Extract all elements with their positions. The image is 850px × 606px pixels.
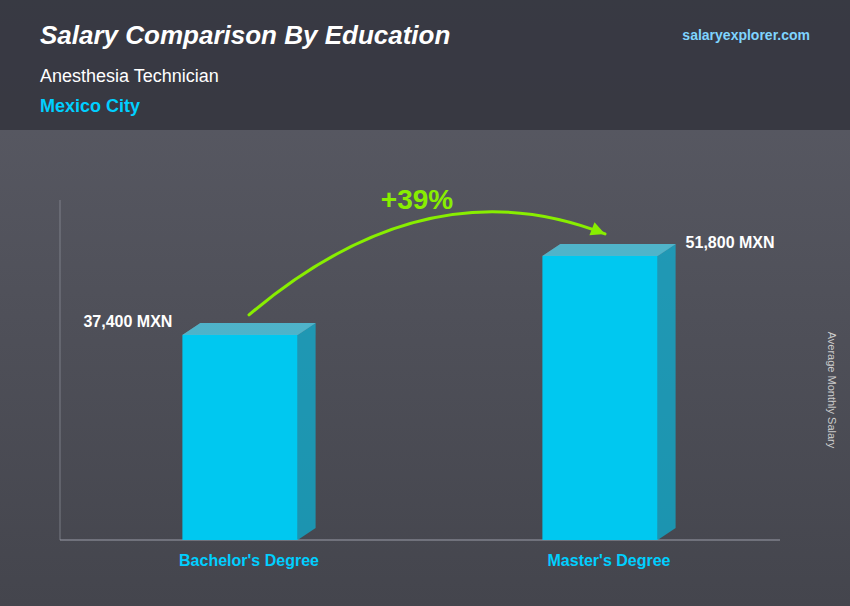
background (0, 0, 850, 606)
change-arrow-head (589, 222, 605, 235)
bar-top-tint (542, 244, 675, 256)
change-arrow (249, 212, 605, 315)
bar-side (298, 323, 316, 540)
bar (542, 256, 657, 540)
bar-side (658, 244, 676, 540)
bar-top-tint (182, 323, 315, 335)
source-note: salaryexplorer.com (682, 27, 810, 43)
y-axis-line (60, 200, 61, 540)
chart-root: Salary Comparison By Education Anesthesia… (0, 0, 850, 606)
data-label: 51,800 MXN (686, 234, 775, 251)
header-band (0, 0, 850, 130)
x-axis-line (60, 540, 780, 541)
change-label: +39% (381, 184, 453, 215)
bar-top (182, 323, 315, 335)
bars (182, 244, 675, 540)
y-axis-label: Average Monthly Salary (826, 332, 838, 449)
bar-top (542, 244, 675, 256)
subtitle: Mexico City (40, 96, 140, 116)
title: Salary Comparison By Education (40, 20, 450, 50)
bar (182, 335, 297, 540)
data-label: 37,400 MXN (83, 313, 172, 330)
category-label: Master's Degree (548, 552, 671, 569)
subtitle: Anesthesia Technician (40, 66, 219, 86)
category-label: Bachelor's Degree (179, 552, 319, 569)
